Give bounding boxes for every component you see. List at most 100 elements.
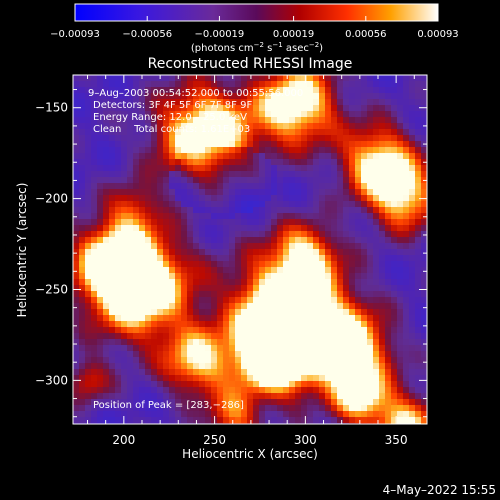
heatmap-cell — [205, 189, 212, 196]
heatmap-cell — [385, 99, 392, 106]
heatmap-cell — [253, 351, 260, 358]
heatmap-cell — [391, 81, 398, 88]
heatmap-cell — [211, 195, 218, 202]
heatmap-cell — [301, 327, 308, 334]
heatmap-cell — [337, 291, 344, 298]
heatmap-cell — [313, 177, 320, 184]
heatmap-cell — [151, 357, 158, 364]
heatmap-cell — [331, 321, 338, 328]
heatmap-cell — [97, 195, 104, 202]
heatmap-cell — [397, 267, 404, 274]
heatmap-cell — [115, 195, 122, 202]
heatmap-cell — [175, 411, 182, 418]
heatmap-cell — [295, 255, 302, 262]
heatmap-cell — [157, 327, 164, 334]
heatmap-cell — [379, 123, 386, 130]
heatmap-cell — [91, 153, 98, 160]
heatmap-cell — [205, 195, 212, 202]
heatmap-cell — [409, 159, 416, 166]
heatmap-cell — [415, 363, 422, 370]
heatmap-cell — [97, 177, 104, 184]
heatmap-cell — [229, 357, 236, 364]
heatmap-cell — [253, 363, 260, 370]
heatmap-cell — [193, 333, 200, 340]
heatmap-cell — [193, 267, 200, 274]
heatmap-cell — [97, 147, 104, 154]
heatmap-cell — [379, 369, 386, 376]
heatmap-cell — [349, 195, 356, 202]
heatmap-cell — [181, 219, 188, 226]
heatmap-cell — [115, 171, 122, 178]
heatmap-cell — [403, 243, 410, 250]
heatmap-cell — [199, 363, 206, 370]
heatmap-cell — [289, 129, 296, 136]
heatmap-cell — [175, 105, 182, 112]
heatmap-cell — [97, 75, 104, 82]
heatmap-cell — [283, 201, 290, 208]
heatmap-cell — [403, 213, 410, 220]
heatmap-cell — [379, 399, 386, 406]
heatmap-cell — [409, 303, 416, 310]
heatmap-cell — [205, 81, 212, 88]
heatmap-cell — [241, 345, 248, 352]
heatmap-cell — [85, 99, 92, 106]
heatmap-cell — [91, 123, 98, 130]
heatmap-cell — [109, 87, 116, 94]
heatmap-cell — [361, 183, 368, 190]
heatmap-cell — [331, 369, 338, 376]
heatmap-cell — [97, 261, 104, 268]
heatmap-cell — [283, 165, 290, 172]
heatmap-cell — [409, 405, 416, 412]
heatmap-cell — [115, 369, 122, 376]
heatmap-cell — [397, 279, 404, 286]
heatmap-cell — [127, 411, 134, 418]
heatmap-cell — [325, 141, 332, 148]
heatmap-cell — [85, 81, 92, 88]
heatmap-cell — [115, 309, 122, 316]
heatmap-cell — [103, 225, 110, 232]
heatmap-cell — [199, 417, 206, 424]
heatmap-cell — [109, 99, 116, 106]
heatmap-cell — [283, 279, 290, 286]
heatmap-cell — [283, 135, 290, 142]
heatmap-cell — [367, 147, 374, 154]
heatmap-cell — [85, 261, 92, 268]
heatmap-cell — [163, 171, 170, 178]
heatmap-cell — [157, 255, 164, 262]
heatmap-cell — [397, 183, 404, 190]
heatmap-cell — [301, 213, 308, 220]
heatmap-cell — [289, 123, 296, 130]
heatmap-cell — [349, 309, 356, 316]
heatmap-cell — [175, 387, 182, 394]
heatmap-cell — [157, 279, 164, 286]
heatmap-cell — [253, 285, 260, 292]
heatmap-cell — [151, 267, 158, 274]
heatmap-cell — [373, 369, 380, 376]
heatmap-cell — [241, 231, 248, 238]
heatmap-cell — [391, 279, 398, 286]
heatmap-cell — [247, 141, 254, 148]
heatmap-cell — [229, 93, 236, 100]
heatmap-cell — [343, 351, 350, 358]
heatmap-cell — [133, 183, 140, 190]
heatmap-cell — [193, 135, 200, 142]
heatmap-cell — [163, 237, 170, 244]
heatmap-cell — [145, 339, 152, 346]
heatmap-cell — [337, 417, 344, 424]
heatmap-cell — [331, 411, 338, 418]
heatmap-cell — [91, 87, 98, 94]
heatmap-cell — [103, 135, 110, 142]
heatmap-cell — [283, 219, 290, 226]
heatmap-cell — [115, 351, 122, 358]
heatmap-cell — [277, 267, 284, 274]
heatmap-cell — [103, 399, 110, 406]
heatmap-cell — [247, 249, 254, 256]
heatmap-cell — [325, 243, 332, 250]
heatmap-cell — [223, 207, 230, 214]
heatmap-cell — [415, 315, 422, 322]
heatmap-cell — [265, 207, 272, 214]
heatmap-cell — [277, 345, 284, 352]
heatmap-cell — [241, 327, 248, 334]
heatmap-cell — [253, 177, 260, 184]
heatmap-cell — [103, 87, 110, 94]
